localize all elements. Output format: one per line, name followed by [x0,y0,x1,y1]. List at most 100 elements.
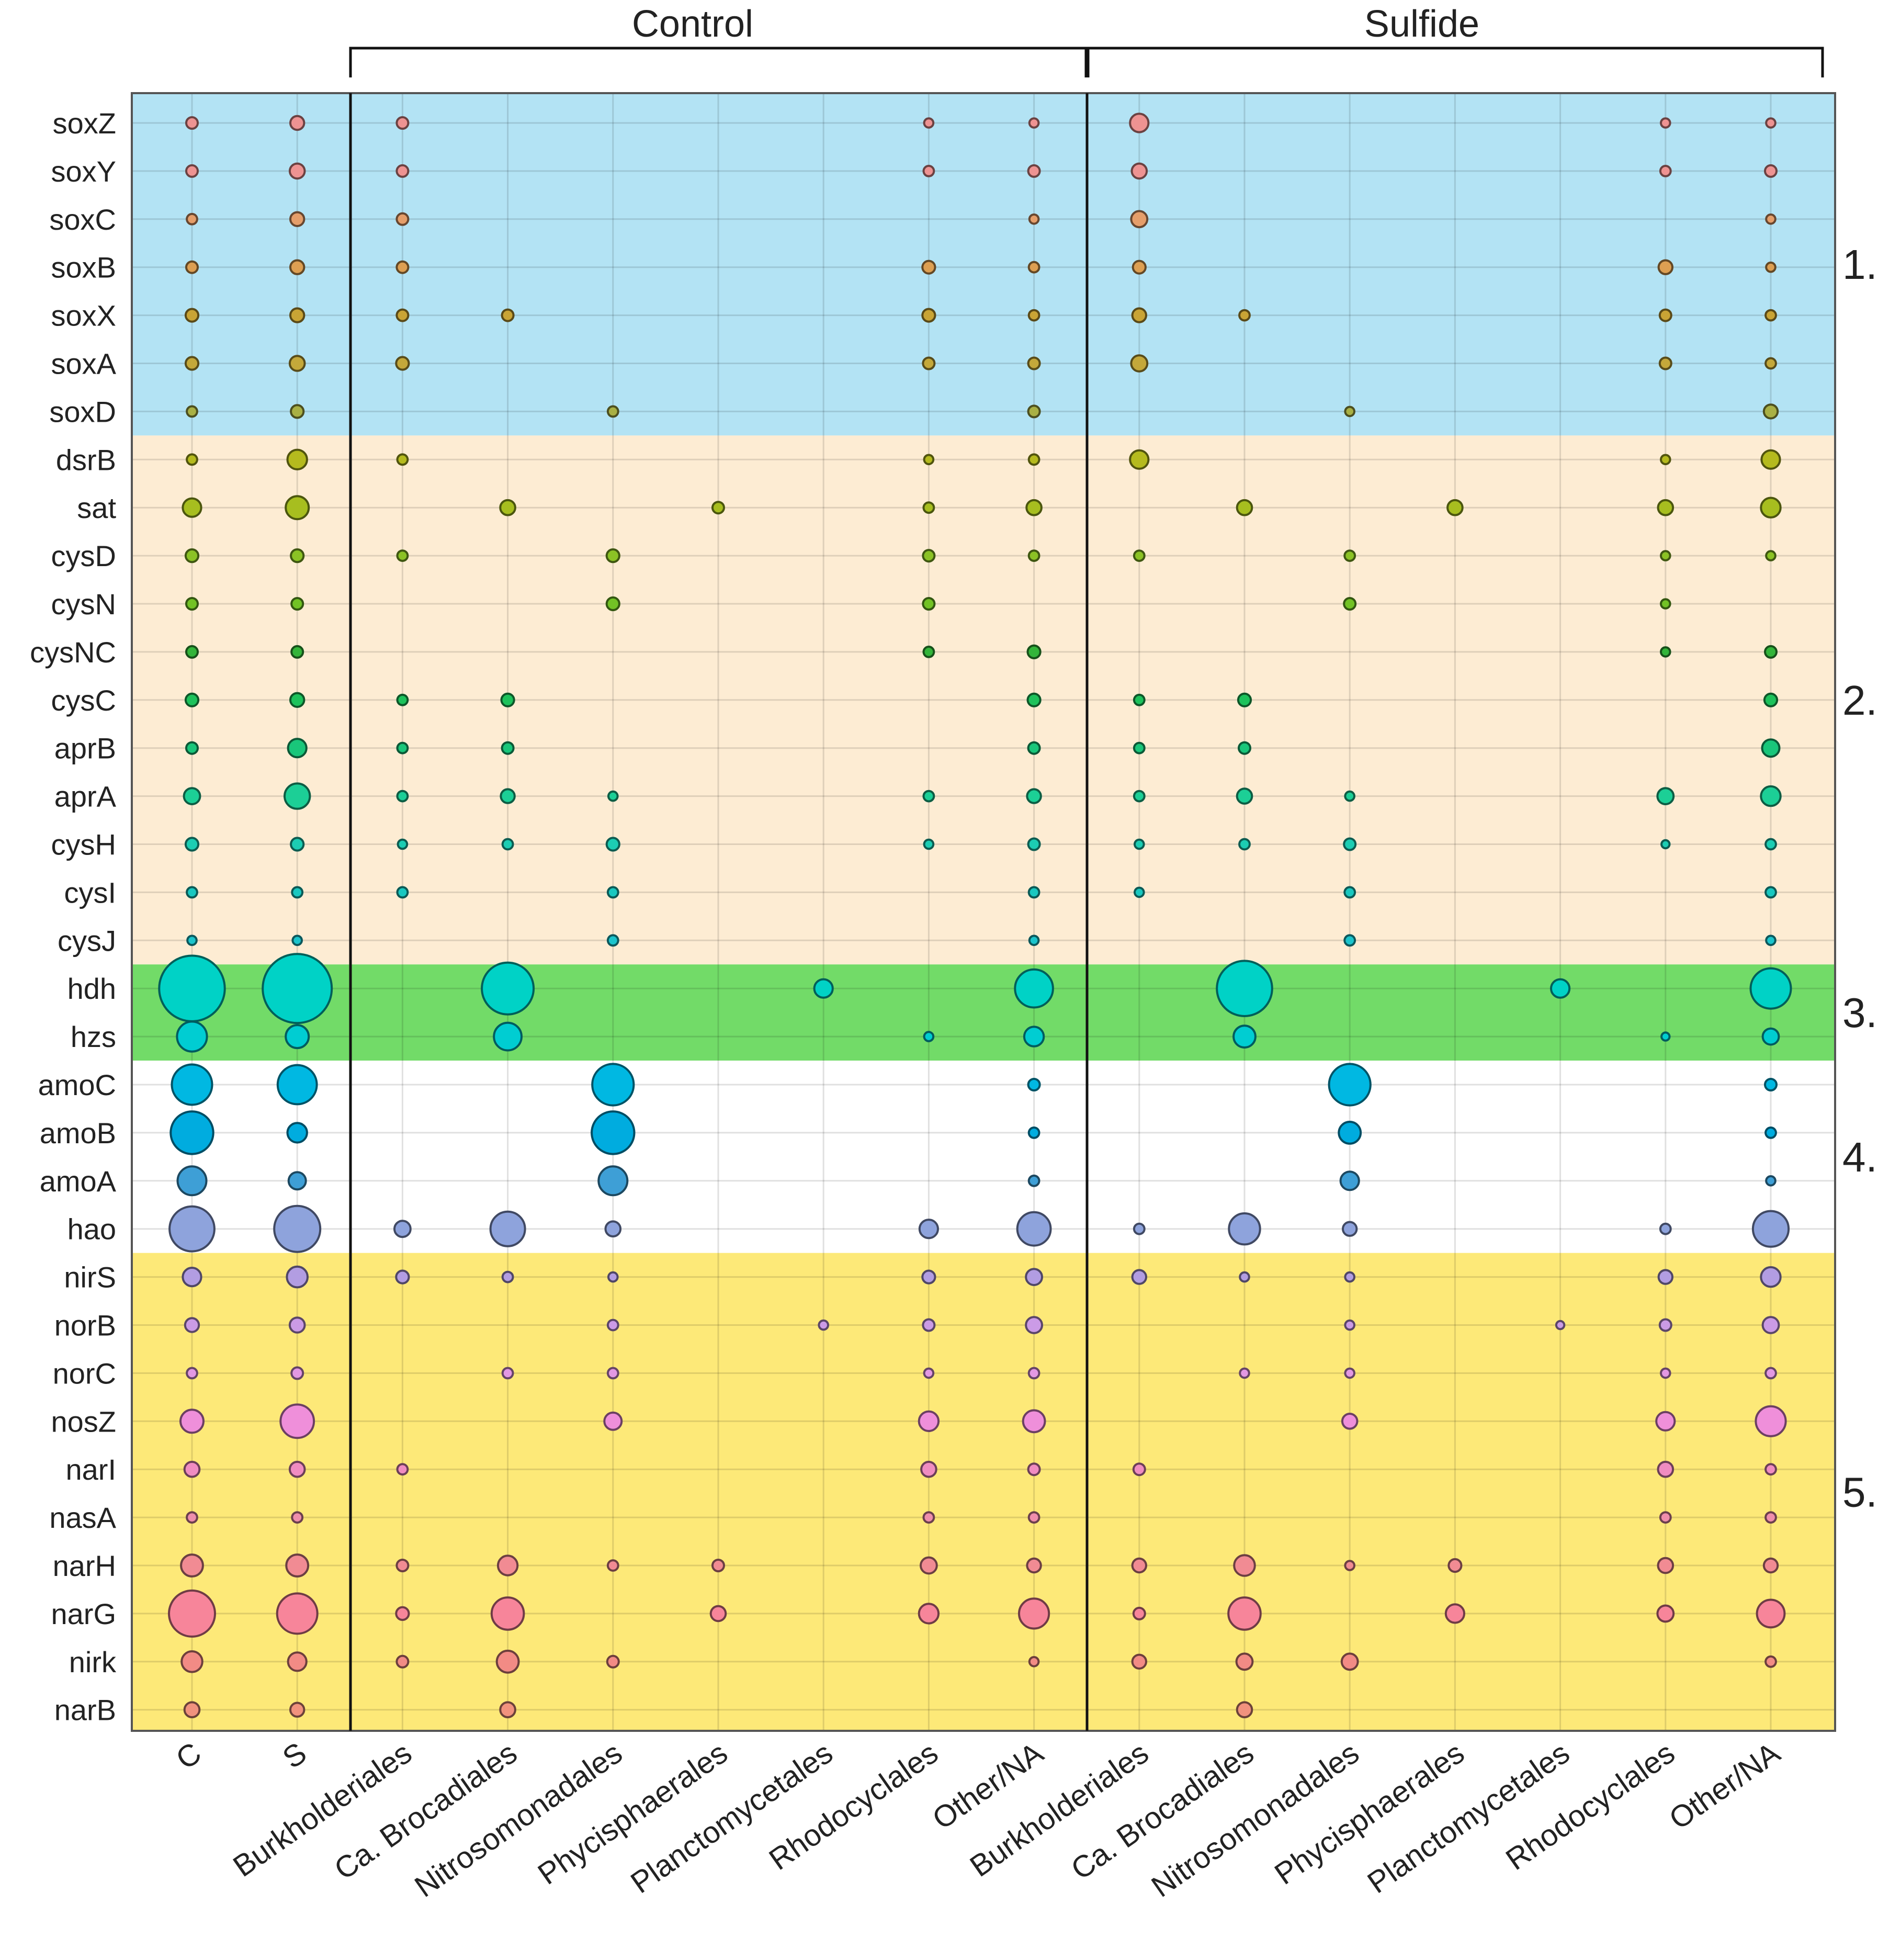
row-label-hzs: hzs [71,1020,116,1053]
bubble-narI-15 [1764,1463,1777,1476]
bubble-hzs-8 [1023,1026,1045,1047]
bubble-hzs-10 [1232,1024,1257,1049]
bubble-soxA-0 [184,356,200,371]
bubble-nirk-11 [1340,1652,1359,1671]
bubble-sat-10 [1236,499,1253,516]
bubble-aprB-8 [1027,741,1041,755]
bubble-norB-7 [922,1318,936,1332]
bubble-soxY-1 [288,162,306,180]
bubble-narB-0 [183,1701,201,1718]
bubble-nirS-11 [1344,1271,1355,1283]
bubble-soxB-15 [1765,261,1777,273]
bubble-nosZ-4 [603,1411,623,1431]
bubble-soxB-1 [289,259,306,275]
bubble-nirS-9 [1131,1269,1148,1285]
bubble-cysH-14 [1660,839,1671,850]
bubble-cysI-9 [1134,886,1145,898]
bubble-nasA-8 [1027,1511,1040,1524]
bubble-narI-2 [396,1463,409,1476]
band-3 [132,964,1835,1061]
bubble-dsrB-14 [1660,454,1671,466]
bubble-cysNC-8 [1026,644,1042,660]
bubble-sat-3 [499,499,516,516]
bubble-aprA-3 [500,788,516,804]
row-label-soxD: soxD [49,395,116,428]
bubble-amoB-8 [1027,1127,1040,1139]
bubble-nirk-1 [287,1651,308,1672]
bubble-narG-10 [1227,1596,1262,1631]
bubble-soxZ-8 [1028,117,1040,129]
bubble-hao-8 [1016,1211,1052,1247]
bubble-narB-10 [1236,1701,1253,1718]
bubble-cysC-3 [500,692,515,707]
bubble-cysD-2 [396,549,409,562]
row-label-narI: narI [66,1453,117,1486]
bubble-aprA-14 [1656,787,1675,805]
bubble-cysC-15 [1763,692,1779,707]
bubble-hao-14 [1659,1222,1672,1235]
bubble-nirS-3 [501,1270,514,1283]
bubble-narH-14 [1657,1557,1675,1574]
bubble-aprB-2 [396,741,409,754]
bubble-narI-7 [920,1460,937,1478]
bubble-cysI-0 [186,886,198,899]
bubble-soxZ-14 [1660,117,1671,129]
bubble-hdh-8 [1014,968,1054,1009]
bubble-hzs-14 [1660,1031,1671,1042]
bubble-cysD-0 [184,548,200,564]
bubble-cysH-4 [605,837,620,852]
row-label-narG: narG [51,1597,117,1630]
bubble-nirS-2 [395,1269,410,1285]
bubble-soxA-9 [1130,354,1149,373]
row-label-cysD: cysD [51,539,116,572]
bubble-norC-0 [186,1367,198,1380]
bubble-amoC-1 [276,1064,318,1106]
y-axis-labels: soxZ soxY soxC soxB soxX soxA soxD dsrB sat cysD c… [30,107,117,1727]
bubble-norC-3 [501,1367,514,1380]
bubble-sat-1 [285,495,310,521]
bubble-narG-1 [276,1592,319,1635]
bubble-narG-5 [709,1605,727,1623]
bubble-narH-1 [285,1553,310,1578]
bubble-soxD-15 [1762,403,1779,420]
bubbles [158,112,1792,1718]
bubble-soxZ-7 [923,117,935,129]
band-1 [132,93,1835,436]
bubble-soxX-8 [1027,309,1040,322]
bubble-hao-0 [168,1205,216,1253]
bubble-hzs-0 [176,1020,208,1053]
bubble-amoC-15 [1764,1078,1778,1091]
bubble-aprB-15 [1761,738,1781,758]
bubble-norC-7 [923,1367,935,1379]
bubble-norB-6 [818,1319,829,1331]
bubble-aprB-1 [287,738,308,759]
bubble-aprA-0 [183,787,201,805]
bubble-nirk-10 [1235,1652,1254,1671]
bubble-amoA-11 [1339,1170,1360,1191]
bubble-nosZ-1 [279,1403,315,1439]
bubble-soxY-0 [185,164,199,178]
band-label-5: 5. [1842,1469,1877,1515]
row-label-sat: sat [77,491,116,524]
bubble-narG-15 [1756,1598,1786,1629]
bubble-cysC-8 [1026,692,1042,707]
bubble-aprA-4 [607,790,619,802]
bubble-soxX-0 [184,308,200,323]
bubble-norB-4 [606,1319,619,1332]
row-label-hdh: hdh [67,972,116,1005]
row-label-norB: norB [54,1309,116,1342]
bubble-hao-4 [604,1220,622,1237]
bubble-cysH-10 [1238,838,1251,851]
row-label-cysC: cysC [51,684,116,717]
bubble-hao-11 [1342,1221,1358,1237]
bubble-soxZ-2 [395,116,410,130]
bubble-soxZ-15 [1765,117,1777,129]
bubble-amoA-15 [1765,1175,1777,1187]
bubble-nosZ-15 [1755,1405,1787,1437]
bubble-soxD-0 [186,405,198,418]
bubble-soxX-14 [1658,308,1672,322]
row-label-norC: norC [53,1357,116,1390]
bubble-narG-3 [490,1596,525,1631]
bubble-soxD-11 [1344,405,1355,418]
row-label-amoC: amoC [38,1068,116,1101]
